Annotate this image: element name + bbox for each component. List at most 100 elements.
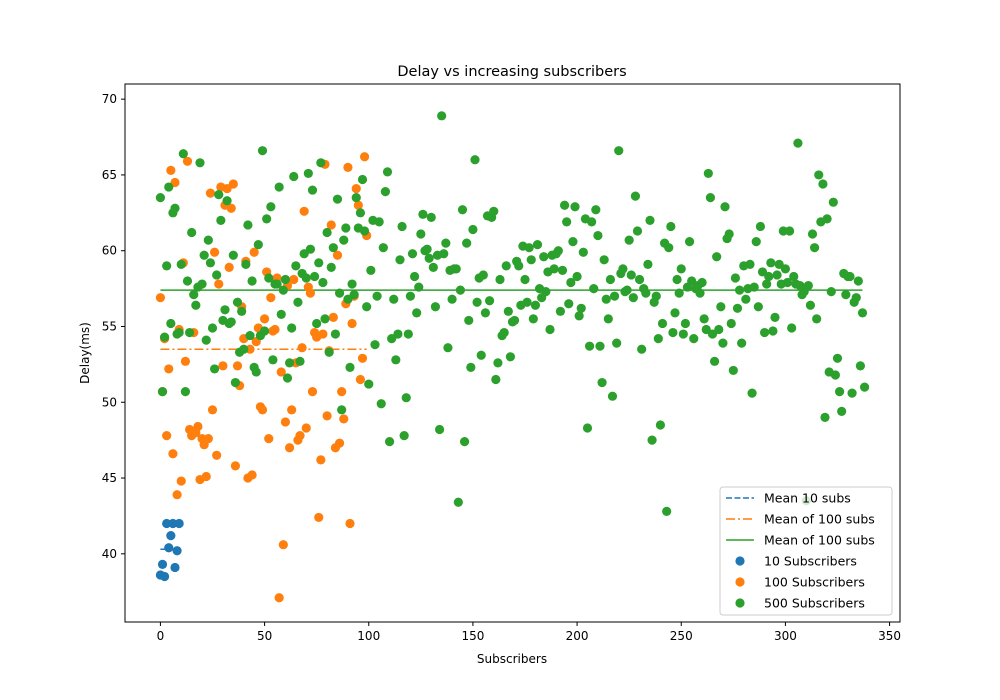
data-point xyxy=(584,341,595,351)
data-point xyxy=(807,229,818,239)
data-point xyxy=(793,138,803,148)
data-point xyxy=(495,274,505,285)
data-point xyxy=(164,543,174,553)
data-point xyxy=(372,291,382,301)
data-point xyxy=(724,229,734,239)
data-point xyxy=(789,271,799,282)
data-point xyxy=(509,315,520,326)
data-point xyxy=(476,350,486,360)
data-point xyxy=(359,152,370,162)
data-point xyxy=(520,274,530,285)
data-point xyxy=(166,165,176,175)
data-point xyxy=(209,247,220,257)
data-point xyxy=(820,412,830,423)
data-point xyxy=(451,264,461,274)
data-point xyxy=(174,327,184,338)
x-tick-label: 350 xyxy=(878,629,901,643)
data-point xyxy=(768,326,778,336)
data-point xyxy=(399,430,409,441)
data-point xyxy=(645,215,655,225)
data-point xyxy=(170,203,180,213)
data-point xyxy=(637,344,647,354)
data-point xyxy=(282,373,293,383)
data-point xyxy=(501,261,511,271)
data-point xyxy=(832,353,843,363)
data-point xyxy=(162,430,172,441)
data-point xyxy=(605,274,616,285)
legend-label: Mean 10 subs xyxy=(764,491,851,506)
data-point xyxy=(276,309,286,319)
data-point xyxy=(337,405,347,415)
legend-label: 10 Subscribers xyxy=(764,554,857,569)
data-point xyxy=(324,347,334,357)
data-point xyxy=(159,571,170,582)
data-point xyxy=(741,294,751,304)
data-point xyxy=(180,387,191,397)
data-point xyxy=(284,443,295,453)
data-point xyxy=(328,243,338,253)
data-point xyxy=(607,391,618,401)
data-point xyxy=(380,187,391,197)
data-point xyxy=(782,277,793,288)
data-point xyxy=(174,518,184,529)
data-point xyxy=(384,437,395,447)
data-point xyxy=(291,261,301,271)
data-point xyxy=(601,294,611,304)
data-point xyxy=(841,290,851,300)
data-point xyxy=(814,170,824,180)
data-point xyxy=(562,217,572,227)
data-point xyxy=(157,387,168,397)
legend-label: Mean of 100 subs xyxy=(764,512,875,527)
data-point xyxy=(624,235,634,245)
data-point xyxy=(834,387,845,397)
series-3 xyxy=(155,111,870,516)
data-point xyxy=(201,471,211,482)
data-point xyxy=(732,303,743,313)
data-point xyxy=(593,230,603,241)
data-point xyxy=(651,291,661,301)
data-point xyxy=(430,302,441,312)
data-point xyxy=(184,327,195,338)
data-point xyxy=(851,293,861,303)
data-point xyxy=(378,243,388,253)
data-point xyxy=(662,506,672,516)
data-point xyxy=(653,334,663,344)
data-point xyxy=(357,174,368,185)
data-point xyxy=(655,420,666,430)
data-point xyxy=(228,179,238,189)
data-point xyxy=(759,327,770,338)
data-point xyxy=(293,297,303,307)
data-point xyxy=(780,264,791,274)
legend-marker-swatch xyxy=(735,598,745,608)
data-point xyxy=(224,262,234,272)
data-point xyxy=(197,279,207,289)
data-point xyxy=(207,405,218,415)
data-point xyxy=(155,293,166,303)
data-point xyxy=(237,306,247,316)
data-point xyxy=(334,438,345,448)
data-point xyxy=(232,297,243,307)
data-point xyxy=(576,303,586,313)
data-point xyxy=(187,227,197,238)
data-point xyxy=(241,259,251,269)
data-point xyxy=(289,274,299,285)
data-point xyxy=(532,240,543,250)
data-point xyxy=(472,297,482,307)
data-point xyxy=(726,318,736,329)
data-point xyxy=(339,414,349,424)
data-point xyxy=(632,226,643,236)
data-point xyxy=(318,277,328,288)
data-point xyxy=(305,288,316,298)
x-axis-label: Subscribers xyxy=(477,652,547,666)
data-point xyxy=(672,274,682,285)
y-axis-label: Delay(ms) xyxy=(78,322,92,384)
data-point xyxy=(264,434,274,444)
data-point xyxy=(159,332,170,342)
data-point xyxy=(762,279,772,289)
data-point xyxy=(595,341,605,351)
data-point xyxy=(212,450,222,460)
data-point xyxy=(207,323,218,333)
data-point xyxy=(195,158,205,168)
legend-marker-swatch xyxy=(735,556,745,566)
